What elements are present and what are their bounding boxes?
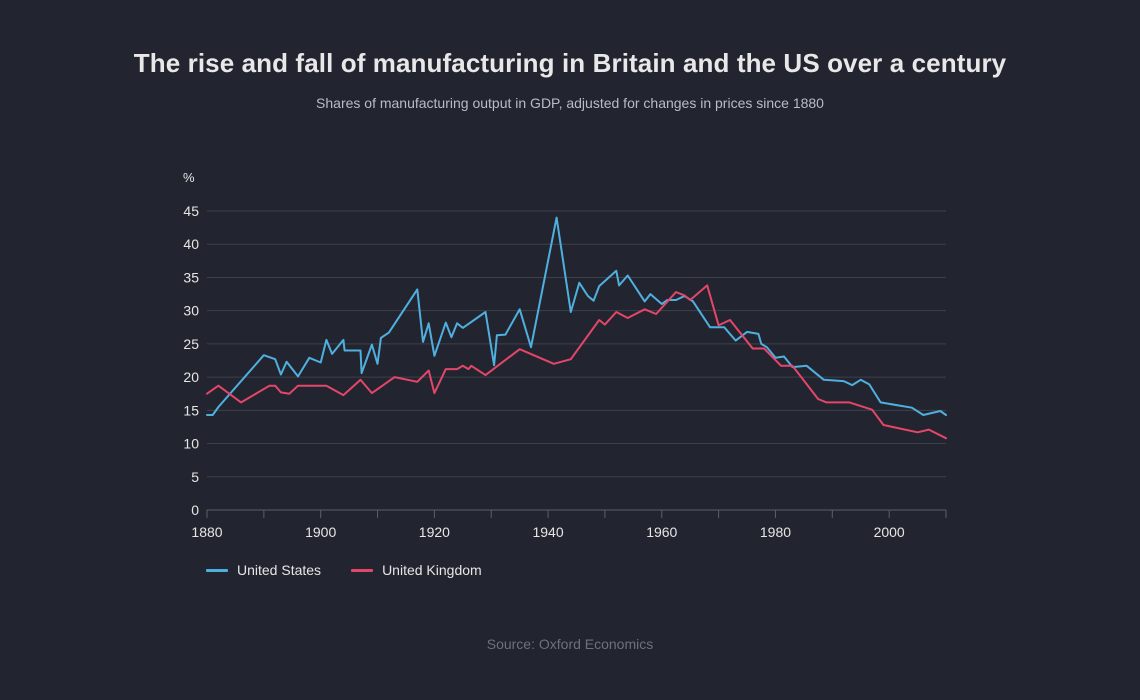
y-tick-label-10: 10 — [183, 436, 199, 452]
series-line-united-kingdom — [206, 284, 947, 440]
x-tick-label-1980: 1980 — [760, 524, 791, 540]
y-tick-label-0: 0 — [191, 502, 199, 518]
legend-label-united-states: United States — [237, 562, 322, 578]
series-lines — [206, 216, 947, 440]
y-axis-unit-label: % — [183, 170, 195, 185]
x-tick-label-1960: 1960 — [646, 524, 677, 540]
x-tick-label-1880: 1880 — [191, 524, 222, 540]
series-line-united-states — [206, 216, 947, 416]
chart-legend: United States United Kingdom — [206, 562, 512, 578]
legend-swatch-united-kingdom — [351, 568, 374, 572]
y-tick-label-20: 20 — [183, 369, 199, 385]
x-tick-label-1900: 1900 — [305, 524, 336, 540]
chart-title: The rise and fall of manufacturing in Br… — [133, 48, 1007, 78]
x-tick-label-1920: 1920 — [419, 524, 450, 540]
grid-lines — [207, 210, 946, 511]
legend-label-united-kingdom: United Kingdom — [382, 562, 482, 578]
y-tick-label-45: 45 — [183, 203, 199, 219]
source-note: Source: Oxford Economics — [486, 636, 654, 652]
x-axis-ticks: 1880 1900 1920 1940 1960 1980 2000 — [191, 510, 947, 540]
y-tick-label-25: 25 — [183, 336, 199, 352]
x-tick-label-2000: 2000 — [874, 524, 905, 540]
chart-subtitle: Shares of manufacturing output in GDP, a… — [316, 95, 824, 111]
y-axis-ticks: 0 5 10 15 20 25 30 35 40 45 — [183, 203, 199, 518]
y-tick-label-30: 30 — [183, 303, 199, 319]
y-tick-label-35: 35 — [183, 269, 199, 285]
legend-swatch-united-states — [206, 568, 228, 572]
legend-item-united-states: United States — [206, 562, 321, 578]
y-tick-label-5: 5 — [191, 469, 199, 485]
x-tick-label-1940: 1940 — [532, 524, 563, 540]
y-tick-label-15: 15 — [183, 402, 199, 418]
legend-item-united-kingdom: United Kingdom — [351, 562, 482, 578]
y-tick-label-40: 40 — [183, 236, 199, 252]
